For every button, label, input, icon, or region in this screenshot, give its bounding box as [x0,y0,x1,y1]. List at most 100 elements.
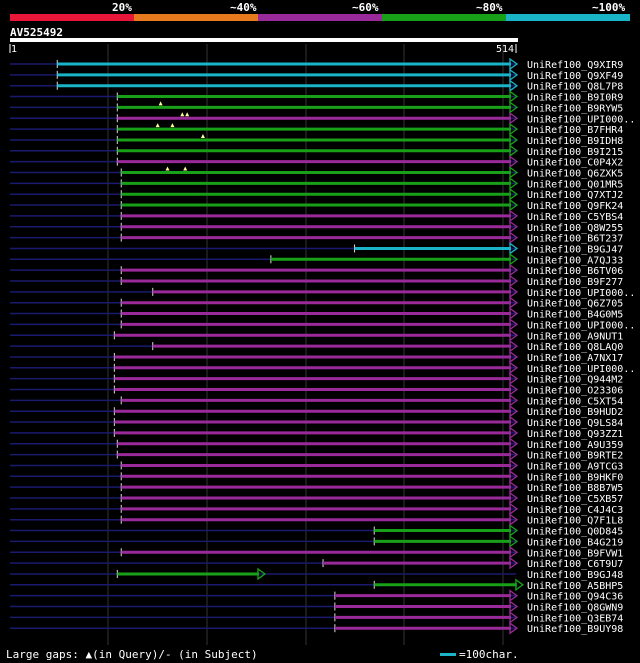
hit-row[interactable]: UniRef100_Q6Z705 [10,296,623,310]
hit-row[interactable]: UniRef100_B4G219 [10,535,623,548]
hit-label[interactable]: UniRef100_B6TV06 [527,266,623,277]
hit-label[interactable]: UniRef100_Q944M2 [527,375,623,386]
hit-row[interactable]: UniRef100_Q8GWN9 [10,600,623,614]
hit-label[interactable]: UniRef100_UPI000.. [527,114,635,125]
hit-row[interactable]: UniRef100_Q7XTJ2 [10,187,623,201]
hit-row[interactable]: UniRef100_UPI000.. [10,318,635,331]
hit-label[interactable]: UniRef100_B9HKF0 [527,472,623,483]
hit-row[interactable]: UniRef100_C5XB57 [10,491,623,505]
hit-label[interactable]: UniRef100_Q8W255 [527,223,623,234]
hit-label[interactable]: UniRef100_B9RTE2 [527,451,623,462]
hit-label[interactable]: UniRef100_Q6ZXK5 [527,169,623,180]
hit-row[interactable]: UniRef100_Q8L7P8 [10,79,623,93]
hit-row[interactable]: UniRef100_B6TV06 [10,263,623,277]
hit-row[interactable]: UniRef100_Q01MR5 [10,177,623,190]
hit-label[interactable]: UniRef100_B7FHR4 [527,125,623,136]
hit-row[interactable]: UniRef100_B8B7W5 [10,480,623,494]
hit-row[interactable]: UniRef100_Q9LS84 [10,415,623,429]
hit-label[interactable]: UniRef100_Q3EB74 [527,613,623,624]
hit-label[interactable]: UniRef100_A9NUT1 [527,331,623,342]
hit-row[interactable]: UniRef100_Q9FK24 [10,198,623,212]
hit-label[interactable]: UniRef100_Q9FK24 [527,201,623,212]
hit-label[interactable]: UniRef100_Q6Z705 [527,299,623,310]
hit-label[interactable]: UniRef100_Q8LAQ0 [527,342,623,353]
hit-row[interactable]: UniRef100_A9U359 [10,437,623,451]
hit-label[interactable]: UniRef100_Q9XF49 [527,71,623,82]
hit-row[interactable]: UniRef100_B9I215 [10,144,623,158]
hit-label[interactable]: UniRef100_UPI000.. [527,364,635,375]
hit-label[interactable]: UniRef100_C5XT54 [527,396,623,407]
hit-row[interactable]: UniRef100_A9TCG3 [10,459,623,472]
hit-row[interactable]: UniRef100_Q94C36 [10,589,623,603]
hit-label[interactable]: UniRef100_Q7XTJ2 [527,190,623,201]
hit-row[interactable]: UniRef100_B4G0M5 [10,307,623,321]
hit-row[interactable]: UniRef100_C0P4X2 [10,155,623,169]
hit-label[interactable]: UniRef100_B9IDH8 [527,136,623,147]
hit-label[interactable]: UniRef100_C0P4X2 [527,158,623,169]
hit-row[interactable]: UniRef100_B6T237 [10,231,623,245]
hit-label[interactable]: UniRef100_A7QJ33 [527,255,623,266]
hit-row[interactable]: UniRef100_B9GJ47 [10,242,623,255]
hit-row[interactable]: UniRef100_A9NUT1 [10,328,623,342]
hit-row[interactable]: UniRef100_C4J4C3 [10,502,623,516]
hit-label[interactable]: UniRef100_B9HUD2 [527,407,623,418]
hit-label[interactable]: UniRef100_B9FVW1 [527,548,623,559]
hit-label[interactable]: UniRef100_B9GJ48 [527,570,623,581]
hit-row[interactable]: UniRef100_Q8W255 [10,220,623,234]
hit-row[interactable]: UniRef100_C5YBS4 [10,209,623,223]
hit-row[interactable]: UniRef100_Q8LAQ0 [10,339,623,353]
hit-label[interactable]: UniRef100_B9GJ47 [527,244,623,255]
hit-row[interactable]: UniRef100_A5BHP5 [10,578,623,592]
hit-label[interactable]: UniRef100_Q94C36 [527,592,623,603]
hit-row[interactable]: UniRef100_Q6ZXK5 [10,166,623,180]
hit-row[interactable]: UniRef100_Q0D845 [10,524,623,538]
hit-row[interactable]: UniRef100_UPI000.. [10,361,635,375]
hit-row[interactable]: UniRef100_Q9XIR9 [10,57,623,71]
hit-label[interactable]: UniRef100_B9I0R9 [527,93,623,104]
hit-row[interactable]: UniRef100_Q9XF49 [10,68,623,82]
hit-label[interactable]: UniRef100_Q9XIR9 [527,60,623,71]
hit-row[interactable]: UniRef100_Q93ZZ1 [10,426,623,440]
hit-row[interactable]: UniRef100_B7FHR4 [10,122,623,136]
hit-label[interactable]: UniRef100_Q01MR5 [527,179,623,190]
hit-label[interactable]: UniRef100_Q9LS84 [527,418,623,429]
hit-row[interactable]: UniRef100_B9HUD2 [10,404,623,418]
hit-row[interactable]: UniRef100_B9F277 [10,274,623,288]
hit-label[interactable]: UniRef100_B4G0M5 [527,310,623,321]
hit-row[interactable]: UniRef100_Q3EB74 [10,611,623,624]
hit-label[interactable]: UniRef100_C6T9U7 [527,559,623,570]
hit-row[interactable]: UniRef100_A7NX17 [10,350,623,364]
hit-label[interactable]: UniRef100_A9U359 [527,440,623,451]
hit-row[interactable]: UniRef100_C6T9U7 [10,556,623,570]
hit-label[interactable]: UniRef100_B9I215 [527,147,623,158]
hit-label[interactable]: UniRef100_Q7F1L8 [527,516,623,527]
hit-label[interactable]: UniRef100_A7NX17 [527,353,623,364]
hit-label[interactable]: UniRef100_C5YBS4 [527,212,623,223]
hit-row[interactable]: UniRef100_O23306 [10,383,623,397]
hit-label[interactable]: UniRef100_Q8L7P8 [527,82,623,93]
hit-row[interactable]: UniRef100_B9RTE2 [10,448,623,462]
hit-label[interactable]: UniRef100_O23306 [527,386,623,397]
hit-label[interactable]: UniRef100_Q93ZZ1 [527,429,623,440]
hit-row[interactable]: UniRef100_C5XT54 [10,394,623,407]
hit-label[interactable]: UniRef100_B4G219 [527,537,623,548]
hit-label[interactable]: UniRef100_Q8GWN9 [527,603,623,614]
hit-label[interactable]: UniRef100_C5XB57 [527,494,623,505]
hit-row[interactable]: UniRef100_Q7F1L8 [10,513,623,527]
hit-label[interactable]: UniRef100_UPI000.. [527,288,635,299]
hit-row[interactable]: UniRef100_UPI000.. [10,111,635,125]
hit-label[interactable]: UniRef100_A5BHP5 [527,581,623,592]
hit-row[interactable]: UniRef100_B9IDH8 [10,133,623,147]
hit-row[interactable]: UniRef100_B9UY98 [10,621,623,635]
hit-label[interactable]: UniRef100_A9TCG3 [527,461,623,472]
hit-row[interactable]: UniRef100_B9HKF0 [10,470,623,483]
hit-row[interactable]: UniRef100_B9GJ48 [10,567,623,581]
hit-row[interactable]: UniRef100_B9RYW5 [10,101,623,114]
hit-row[interactable]: UniRef100_UPI000.. [10,285,635,299]
hit-label[interactable]: UniRef100_B9RYW5 [527,103,623,114]
hit-row[interactable]: UniRef100_Q944M2 [10,372,623,386]
hit-label[interactable]: UniRef100_UPI000.. [527,320,635,331]
hit-label[interactable]: UniRef100_B9UY98 [527,624,623,635]
hit-label[interactable]: UniRef100_B8B7W5 [527,483,623,494]
hit-label[interactable]: UniRef100_C4J4C3 [527,505,623,516]
